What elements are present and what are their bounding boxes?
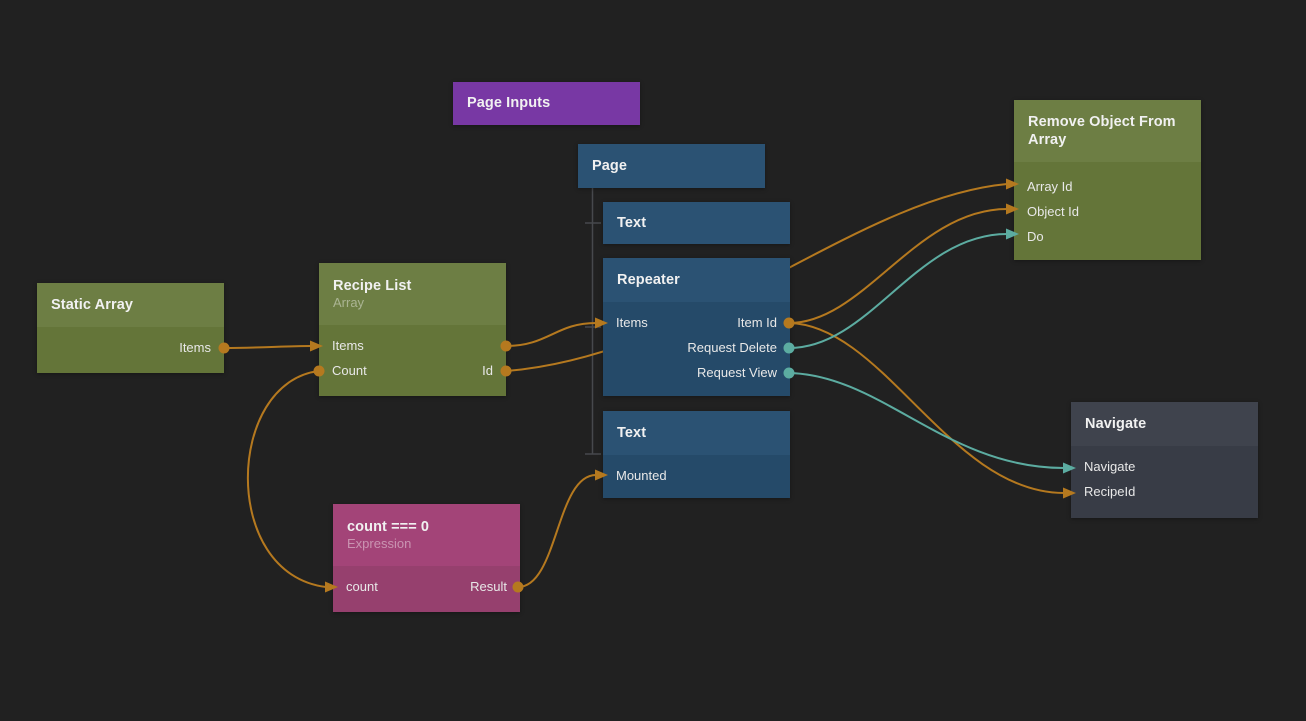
port-row[interactable]: Items (319, 333, 506, 358)
node-title: Remove Object From Array (1028, 113, 1176, 148)
port-label-item-id: Item Id (737, 315, 777, 330)
port-row[interactable]: Items (37, 335, 224, 360)
port-label-result: Result (470, 579, 507, 594)
port-label-mounted: Mounted (616, 468, 667, 483)
node-navigate[interactable]: Navigate Navigate RecipeId (1071, 402, 1258, 518)
port-row[interactable]: Array Id (1014, 174, 1201, 199)
port-row[interactable]: Mounted (603, 463, 790, 488)
port-label-recipeid: RecipeId (1084, 484, 1136, 499)
port-label-do: Do (1027, 229, 1044, 244)
connection-item-id-to-recipeid[interactable] (788, 322, 1065, 494)
node-title: Text (617, 424, 647, 441)
node-text-1[interactable]: Text (603, 202, 790, 244)
connection-recipe-list-items-to-repeater-items[interactable] (505, 322, 597, 347)
connection-request-view-to-navigate[interactable] (788, 372, 1065, 469)
node-header: Page (578, 144, 765, 188)
port-label-object-id: Object Id (1027, 204, 1080, 219)
port-label-items: Items (179, 340, 211, 355)
port-row[interactable]: RecipeId (1071, 479, 1258, 504)
node-header: count === 0 Expression (333, 504, 520, 566)
port-label-items: Items (332, 338, 364, 353)
node-body: Navigate RecipeId (1071, 446, 1258, 518)
port-row[interactable]: Do (1014, 224, 1201, 249)
node-title: Recipe List (333, 277, 412, 294)
port-label-id: Id (482, 363, 493, 378)
port-row[interactable]: Items Item Id (603, 310, 790, 335)
node-repeater[interactable]: Repeater Items Item Id Request Delete Re… (603, 258, 790, 396)
node-title: count === 0 (347, 518, 430, 535)
port-row[interactable]: count Result (333, 574, 520, 599)
node-remove-object-from-array[interactable]: Remove Object From Array Array Id Object… (1014, 100, 1201, 260)
node-subtitle: Array (333, 294, 365, 310)
port-row[interactable]: Count Id (319, 358, 506, 383)
node-header: Repeater (603, 258, 790, 302)
node-title: Page (592, 157, 628, 174)
port-row[interactable]: Navigate (1071, 454, 1258, 479)
node-text-2[interactable]: Text Mounted (603, 411, 790, 498)
connection-count-to-expression-count[interactable] (246, 370, 327, 588)
node-body: Mounted (603, 455, 790, 498)
port-label-count: Count (332, 363, 367, 378)
node-title: Page Inputs (467, 95, 551, 112)
node-page[interactable]: Page (578, 144, 765, 188)
node-body: Array Id Object Id Do (1014, 162, 1201, 260)
node-header: Text (603, 411, 790, 455)
port-label-request-delete: Request Delete (687, 340, 777, 355)
node-header: Text (603, 202, 790, 244)
node-header: Recipe List Array (319, 263, 506, 325)
port-label-count: count (346, 579, 378, 594)
port-label-items: Items (616, 315, 648, 330)
node-header: Page Inputs (453, 82, 640, 125)
port-row[interactable]: Request Delete (603, 335, 790, 360)
connection-request-delete-to-do[interactable] (788, 233, 1008, 349)
node-body: Items Count Id (319, 325, 506, 396)
connection-result-to-mounted[interactable] (517, 474, 597, 588)
node-header: Navigate (1071, 402, 1258, 446)
node-subtitle: Expression (347, 535, 412, 551)
node-recipe-list[interactable]: Recipe List Array Items Count Id (319, 263, 506, 396)
port-label-request-view: Request View (697, 365, 777, 380)
node-body: Items Item Id Request Delete Request Vie… (603, 302, 790, 396)
node-header: Remove Object From Array (1014, 100, 1201, 162)
node-body: Items (37, 327, 224, 373)
node-title: Repeater (617, 271, 680, 288)
port-row[interactable]: Object Id (1014, 199, 1201, 224)
node-title: Text (617, 214, 647, 231)
node-body: count Result (333, 566, 520, 612)
node-expression-count-equals-0[interactable]: count === 0 Expression count Result (333, 504, 520, 612)
node-title: Static Array (51, 296, 134, 313)
port-label-navigate: Navigate (1084, 459, 1136, 474)
connection-item-id-to-object-id[interactable] (788, 208, 1008, 324)
node-header: Static Array (37, 283, 224, 327)
connection-static-array-items-to-recipe-list-items[interactable] (223, 345, 312, 349)
node-title: Navigate (1085, 415, 1147, 432)
node-page-inputs[interactable]: Page Inputs (453, 82, 640, 125)
port-row[interactable]: Request View (603, 360, 790, 385)
node-static-array[interactable]: Static Array Items (37, 283, 224, 373)
port-label-array-id: Array Id (1027, 179, 1073, 194)
